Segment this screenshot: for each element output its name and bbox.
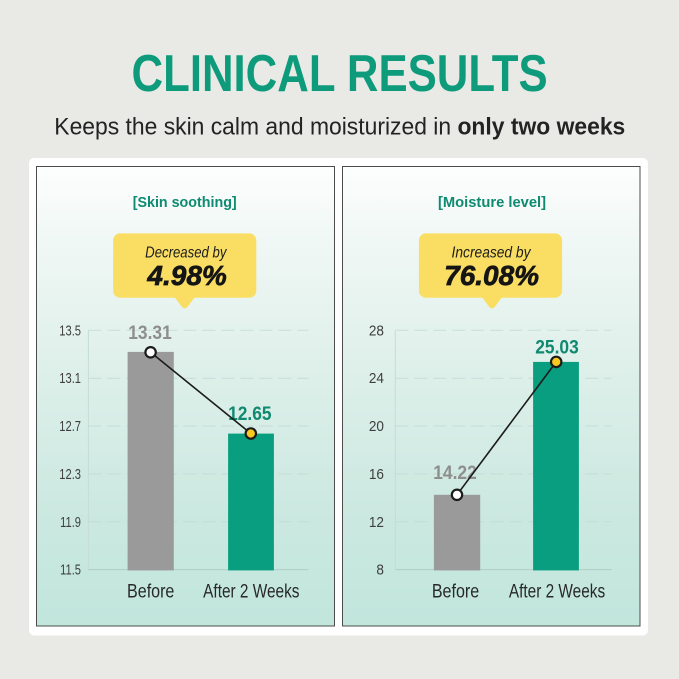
svg-text:[Moisture level]: [Moisture level] bbox=[438, 194, 546, 211]
svg-text:13.5: 13.5 bbox=[59, 322, 81, 339]
svg-text:20: 20 bbox=[369, 418, 384, 434]
svg-text:12.3: 12.3 bbox=[59, 466, 81, 483]
svg-text:12.7: 12.7 bbox=[59, 418, 81, 435]
svg-text:76.08%: 76.08% bbox=[444, 260, 539, 291]
svg-text:After 2 Weeks: After 2 Weeks bbox=[509, 580, 605, 602]
svg-text:Before: Before bbox=[432, 580, 479, 602]
svg-text:12: 12 bbox=[369, 513, 384, 529]
svg-text:13.1: 13.1 bbox=[59, 370, 81, 387]
svg-text:24: 24 bbox=[369, 370, 384, 386]
svg-text:Before: Before bbox=[127, 580, 174, 602]
svg-text:11.9: 11.9 bbox=[60, 513, 81, 530]
svg-text:14.22: 14.22 bbox=[433, 461, 476, 483]
svg-text:Decreased by: Decreased by bbox=[145, 244, 227, 261]
svg-text:CLINICAL RESULTS: CLINICAL RESULTS bbox=[132, 45, 548, 102]
svg-text:11.5: 11.5 bbox=[60, 561, 81, 578]
svg-text:Increased by: Increased by bbox=[452, 245, 532, 262]
svg-text:16: 16 bbox=[369, 466, 384, 482]
svg-text:[Skin soothing]: [Skin soothing] bbox=[133, 195, 237, 211]
svg-text:12.65: 12.65 bbox=[228, 402, 271, 424]
svg-text:13.31: 13.31 bbox=[128, 321, 171, 343]
svg-text:4.98%: 4.98% bbox=[146, 260, 226, 291]
svg-text:After 2 Weeks: After 2 Weeks bbox=[203, 580, 299, 602]
svg-text:Keeps the skin calm and moistu: Keeps the skin calm and moisturized in o… bbox=[54, 113, 625, 140]
svg-text:28: 28 bbox=[369, 322, 384, 338]
svg-text:25.03: 25.03 bbox=[535, 336, 578, 358]
svg-text:8: 8 bbox=[376, 561, 384, 577]
